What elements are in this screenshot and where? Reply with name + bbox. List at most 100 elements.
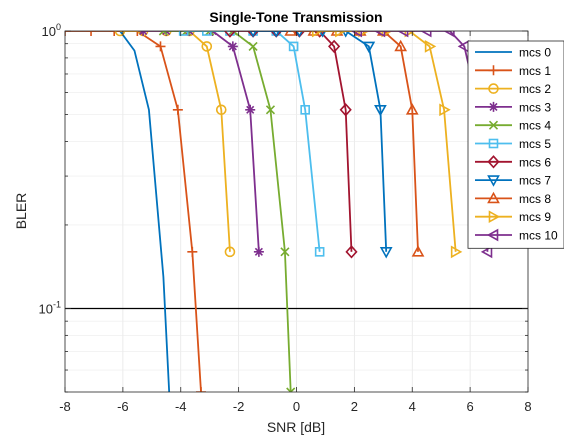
- series-line: [65, 31, 202, 392]
- data-point: [227, 41, 238, 52]
- y-tick-label: 100: [42, 22, 61, 39]
- plot-area: -8 -6 -4 -2 0 2 4 6 8 100 10-1: [39, 22, 532, 414]
- data-point: [488, 210, 501, 224]
- data-point: [362, 41, 376, 54]
- series-mcs-3: [138, 31, 264, 257]
- data-point: [284, 31, 298, 36]
- data-point: [201, 41, 213, 52]
- data-point: [253, 246, 264, 257]
- x-tick-label: -4: [175, 399, 187, 414]
- data-point: [411, 245, 425, 257]
- legend-entry: mcs 4: [475, 119, 551, 133]
- legend-entry: mcs 8: [475, 191, 551, 206]
- data-point: [487, 155, 500, 169]
- data-point: [314, 247, 325, 257]
- series-line: [65, 31, 171, 392]
- data-point: [328, 39, 341, 54]
- data-point: [373, 31, 386, 38]
- chart-title: Single-Tone Transmission: [209, 9, 382, 25]
- legend-label: mcs 0: [519, 46, 551, 60]
- data-point: [486, 228, 499, 242]
- series-mcs-9: [311, 31, 463, 259]
- data-point: [488, 138, 499, 149]
- series-line: [183, 31, 321, 252]
- data-point: [205, 31, 215, 36]
- legend-label: mcs 3: [519, 100, 551, 114]
- series-line: [229, 31, 353, 252]
- data-point: [155, 41, 166, 52]
- data-point: [86, 31, 97, 36]
- legend-entry: mcs 1: [475, 64, 551, 78]
- x-tick-label: -8: [59, 399, 71, 414]
- data-point: [249, 31, 257, 38]
- data-point: [443, 31, 455, 38]
- legend-label: mcs 10: [519, 229, 558, 243]
- data-point: [228, 31, 238, 36]
- data-point: [339, 103, 352, 117]
- data-point: [480, 245, 493, 259]
- legend: mcs 0 mcs 1 mcs 2 mcs 3 mcs 4 mcs 5 mcs 6 mcs 7…: [467, 40, 564, 249]
- series-line: [290, 31, 419, 252]
- x-tick-label: -2: [233, 399, 245, 414]
- data-point: [335, 31, 347, 38]
- legend-entry: mcs 10: [475, 229, 558, 243]
- data-point: [196, 387, 207, 392]
- x-tick-label: 0: [293, 399, 300, 414]
- series-mcs-1: [65, 31, 207, 392]
- data-point: [345, 245, 358, 259]
- data-point: [405, 103, 419, 115]
- data-point: [224, 246, 236, 258]
- data-point: [181, 31, 192, 36]
- legend-label: mcs 9: [519, 210, 551, 224]
- legend-entry: mcs 6: [475, 155, 551, 169]
- data-point: [201, 31, 212, 36]
- legend-label: mcs 2: [519, 82, 551, 96]
- series-line: [316, 31, 457, 252]
- legend-label: mcs 8: [519, 192, 551, 206]
- data-point: [350, 31, 363, 38]
- data-point: [439, 103, 451, 117]
- legend-entry: mcs 2: [475, 82, 551, 96]
- data-point: [488, 83, 499, 94]
- data-point: [178, 31, 189, 36]
- data-point: [374, 105, 387, 117]
- data-point: [450, 245, 463, 259]
- data-point: [245, 104, 256, 115]
- legend-label: mcs 1: [519, 64, 551, 78]
- data-point: [358, 31, 370, 38]
- legend-label: mcs 7: [519, 174, 551, 188]
- data-point: [487, 175, 500, 187]
- data-point: [132, 31, 143, 36]
- legend-entry: mcs 9: [475, 210, 551, 224]
- data-point: [394, 39, 408, 52]
- data-point: [280, 247, 290, 257]
- series-mcs-4: [158, 31, 296, 392]
- data-point: [379, 247, 393, 259]
- data-point: [487, 191, 500, 204]
- data-point: [488, 120, 499, 130]
- data-point: [223, 31, 237, 38]
- series-line: [163, 31, 292, 392]
- data-point: [158, 31, 168, 36]
- legend-label: mcs 4: [519, 119, 551, 133]
- legend-entry: mcs 0: [475, 46, 551, 60]
- x-axis-label: SNR [dB]: [267, 419, 325, 435]
- data-point: [248, 41, 258, 51]
- data-point: [288, 41, 299, 52]
- x-tick-label: 2: [351, 399, 358, 414]
- x-tick-label: 6: [467, 399, 474, 414]
- data-point: [114, 31, 126, 37]
- series-line: [253, 31, 388, 252]
- legend-entry: mcs 7: [475, 174, 551, 188]
- legend-entry: mcs 3: [475, 100, 551, 114]
- data-point: [313, 31, 326, 38]
- data-point: [488, 101, 499, 112]
- legend-box: [467, 40, 564, 249]
- data-point: [225, 31, 235, 36]
- data-point: [424, 40, 437, 53]
- data-point: [172, 104, 183, 115]
- y-axis-label: BLER: [13, 193, 29, 230]
- data-point: [300, 105, 310, 115]
- data-point: [311, 31, 324, 38]
